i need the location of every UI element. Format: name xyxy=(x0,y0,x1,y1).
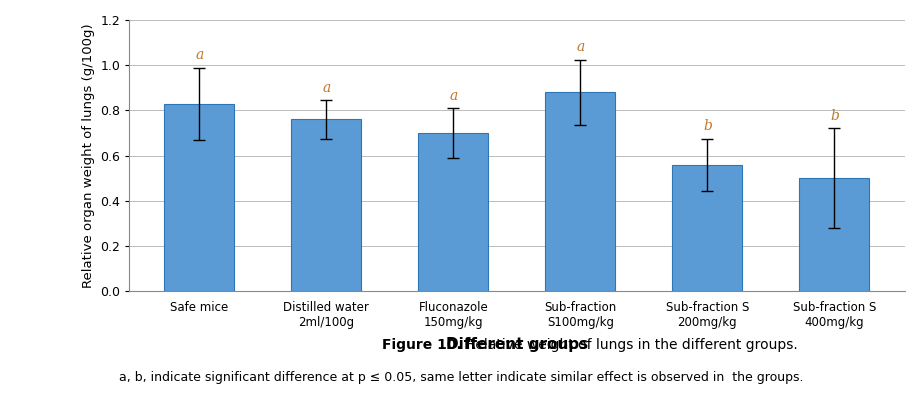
Text: a: a xyxy=(576,40,584,54)
Bar xyxy=(418,133,488,291)
Text: a, b, indicate significant difference at p ≤ 0.05, same letter indicate similar : a, b, indicate significant difference at… xyxy=(119,371,804,384)
Text: a: a xyxy=(450,88,458,103)
Bar xyxy=(673,164,742,291)
Bar xyxy=(292,120,361,291)
Bar xyxy=(545,93,616,291)
Y-axis label: Relative organ weight of lungs (g/100g): Relative organ weight of lungs (g/100g) xyxy=(81,23,95,288)
X-axis label: Different groups: Different groups xyxy=(446,337,588,352)
Text: Relative weight of lungs in the different groups.: Relative weight of lungs in the differen… xyxy=(462,339,797,352)
Text: b: b xyxy=(830,109,839,123)
Bar xyxy=(799,178,869,291)
Text: a: a xyxy=(322,81,330,95)
Text: a: a xyxy=(196,48,203,62)
Bar xyxy=(164,104,234,291)
Text: b: b xyxy=(703,119,712,133)
Text: Figure 10.: Figure 10. xyxy=(382,339,462,352)
